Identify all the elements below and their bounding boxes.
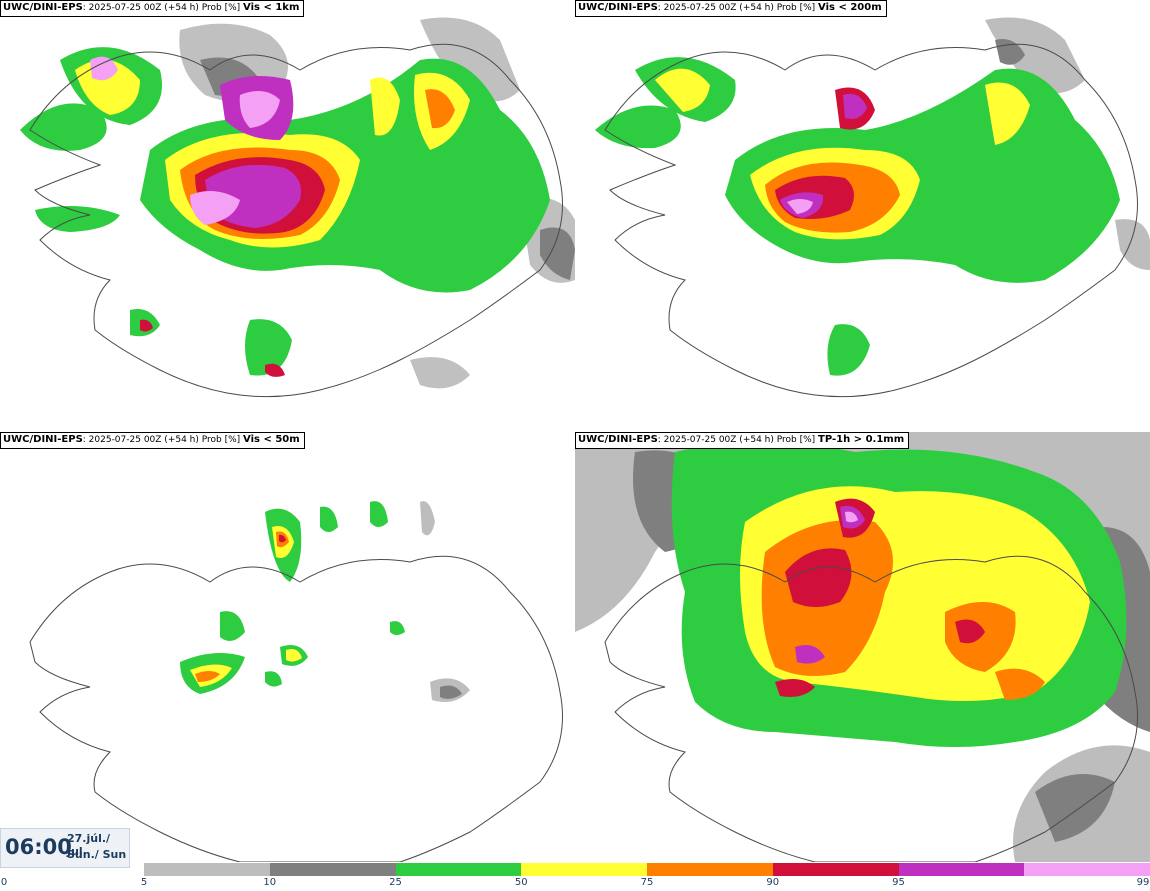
colorbar-tick-label: 90 [766, 877, 780, 888]
colorbar-segment [521, 863, 647, 876]
model-source: UWC/DINI-EPS [3, 2, 83, 13]
iceland-map-vis-200m [595, 17, 1150, 398]
colorbar-tick-label: 99 [1136, 877, 1150, 888]
colorbar-tick-label: 50 [514, 877, 528, 888]
model-source: UWC/DINI-EPS [578, 434, 658, 445]
dark-grey-prob-field [440, 685, 462, 699]
panel-title: UWC/DINI-EPS: 2025-07-25 00Z (+54 h) Pro… [575, 0, 887, 17]
colorbar-segment [395, 863, 522, 876]
colorbar-tick-label: 5 [140, 877, 148, 888]
pink-prob-field [90, 56, 280, 225]
colorbar-tick-label: 95 [892, 877, 905, 888]
pink-prob-field [787, 199, 813, 214]
colorbar-segment [898, 863, 1025, 876]
colorbar-tick-label: 25 [389, 877, 402, 888]
colorbar-tick-label: 0 [0, 877, 8, 888]
panel-title: UWC/DINI-EPS: 2025-07-25 00Z (+54 h) Pro… [0, 0, 305, 17]
model-source: UWC/DINI-EPS [578, 2, 658, 13]
colorbar-segment [647, 863, 773, 876]
map-panel-vis-50m: UWC/DINI-EPS: 2025-07-25 00Z (+54 h) Pro… [0, 432, 575, 862]
valid-date: 27.júl./ Jul [67, 832, 111, 858]
colorbar-segment [144, 863, 270, 876]
map-panel-vis-200m: UWC/DINI-EPS: 2025-07-25 00Z (+54 h) Pro… [575, 0, 1150, 430]
red-prob-field [279, 534, 286, 543]
run-info: : 2025-07-25 00Z (+54 h) Prob [%] [657, 3, 816, 13]
colorbar-labels: 0 5 10 25 50 75 90 95 99 [0, 877, 1150, 891]
iceland-coastline [604, 43, 1138, 398]
probability-colorbar [144, 863, 1150, 876]
iceland-coastline [29, 555, 563, 862]
pink-prob-field [845, 511, 858, 523]
colorbar-segment [269, 863, 396, 876]
map-panel-tp-1h: UWC/DINI-EPS: 2025-07-25 00Z (+54 h) Pro… [575, 432, 1150, 862]
variable-label: TP-1h > 0.1mm [818, 434, 905, 445]
grey-low-prob-field [420, 501, 470, 703]
model-source: UWC/DINI-EPS [3, 434, 83, 445]
map-panel-vis-1km: UWC/DINI-EPS: 2025-07-25 00Z (+54 h) Pro… [0, 0, 575, 430]
iceland-coastline [29, 43, 563, 398]
valid-weekday: Sun./ Sun [67, 848, 127, 861]
variable-label: Vis < 50m [243, 434, 300, 445]
run-info: : 2025-07-25 00Z (+54 h) Prob [%] [657, 435, 816, 445]
colorbar-tick-label: 10 [263, 877, 277, 888]
run-info: : 2025-07-25 00Z (+54 h) Prob [%] [82, 435, 241, 445]
colorbar-tick-label: 75 [640, 877, 654, 888]
panel-title: UWC/DINI-EPS: 2025-07-25 00Z (+54 h) Pro… [575, 432, 910, 449]
panel-title: UWC/DINI-EPS: 2025-07-25 00Z (+54 h) Pro… [0, 432, 305, 449]
valid-time-box: 06:00 27.júl./ Jul Sun./ Sun [0, 828, 130, 868]
run-info: : 2025-07-25 00Z (+54 h) Prob [%] [82, 3, 241, 13]
colorbar-segment [1024, 863, 1150, 876]
variable-label: Vis < 1km [243, 2, 300, 13]
grey-low-prob-field [985, 17, 1150, 270]
iceland-map-tp-1h [575, 432, 1150, 862]
iceland-coastline [604, 555, 1138, 862]
colorbar-segment [772, 863, 899, 876]
iceland-map-vis-1km [20, 17, 575, 398]
valid-hour: 06:00 [5, 835, 72, 859]
variable-label: Vis < 200m [818, 2, 882, 13]
iceland-map-vis-50m [29, 501, 563, 862]
